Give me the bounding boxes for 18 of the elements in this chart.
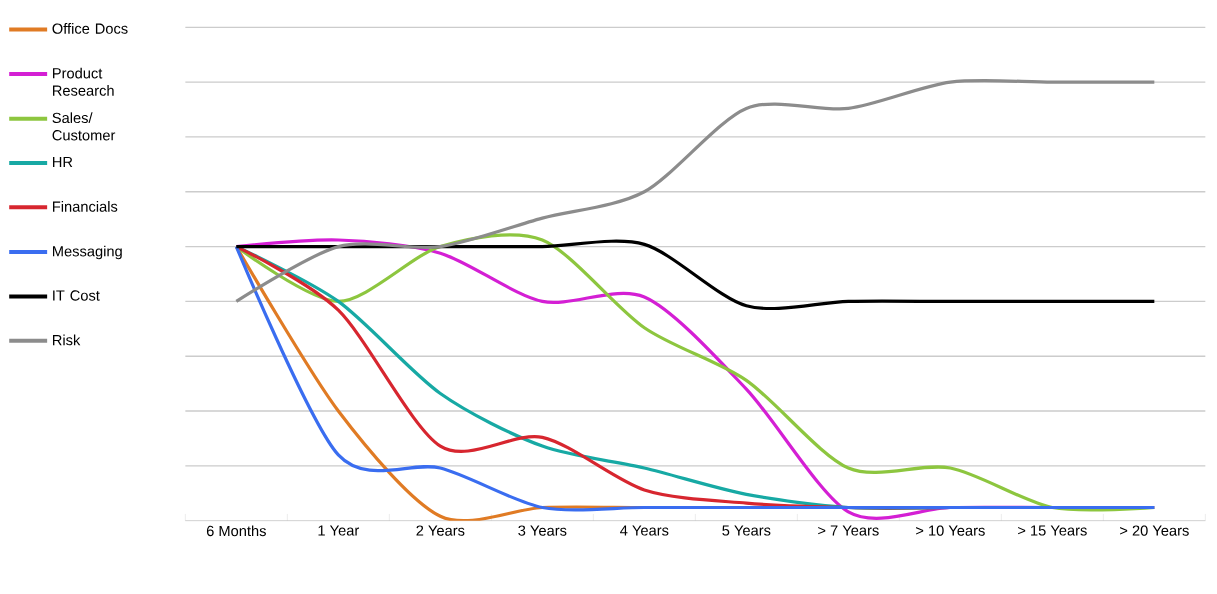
x-tick-label: 3 Years: [518, 525, 567, 536]
x-tick-label: > 15 Years: [1018, 525, 1087, 536]
x-tick-label: > 7 Years: [818, 525, 879, 536]
legend-label: Product Research: [53, 67, 114, 96]
legend-label: Sales/ Customer: [52, 112, 116, 141]
x-tick-label: > 20 Years: [1120, 525, 1189, 536]
legend-label: Messaging: [53, 245, 122, 260]
legend-label: Office Docs: [52, 23, 128, 34]
legend-label: Financials: [53, 201, 118, 212]
legend-label: HR: [53, 156, 73, 168]
legend-label: Risk: [53, 334, 81, 346]
x-tick-label: 1 Year: [318, 525, 360, 536]
x-tick-label: 5 Years: [722, 525, 771, 536]
x-tick-label: > 10 Years: [916, 525, 985, 536]
x-tick-label: 4 Years: [620, 525, 669, 536]
x-tick-label: 2 Years: [416, 525, 465, 536]
legend-label: IT Cost: [53, 290, 100, 301]
x-tick-label: 6 Months: [206, 525, 266, 537]
